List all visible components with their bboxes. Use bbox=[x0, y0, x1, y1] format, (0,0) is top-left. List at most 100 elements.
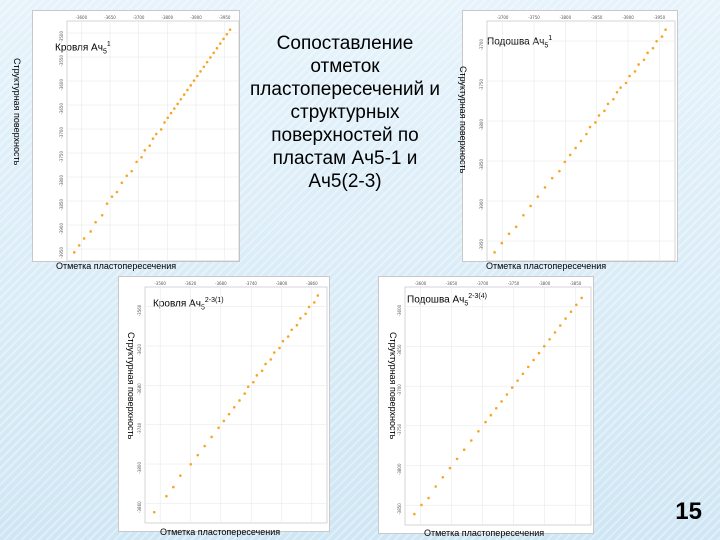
data-point bbox=[484, 420, 487, 424]
y-axis-label: Структурная поверхность bbox=[12, 58, 22, 166]
data-point bbox=[413, 512, 416, 516]
data-point bbox=[272, 351, 276, 354]
x-tick-label: -3850 bbox=[591, 15, 603, 20]
x-tick-label: -3680 bbox=[215, 281, 227, 286]
plot-frame bbox=[144, 286, 328, 524]
data-point bbox=[543, 186, 547, 189]
data-point bbox=[173, 107, 176, 110]
data-point bbox=[94, 220, 97, 224]
chart-title: Подошва Ач52-3(4) bbox=[407, 293, 487, 308]
data-point bbox=[125, 174, 129, 178]
data-point bbox=[427, 496, 430, 500]
data-point bbox=[516, 379, 519, 382]
data-point bbox=[176, 102, 179, 106]
data-point bbox=[521, 372, 525, 376]
x-tick-label: -3900 bbox=[190, 15, 202, 20]
x-tick-label: -3740 bbox=[245, 281, 257, 286]
y-tick-label: -3850 bbox=[479, 159, 484, 171]
y-tick-label: -3850 bbox=[59, 199, 64, 211]
data-point bbox=[462, 448, 466, 451]
x-tick-label: -3700 bbox=[477, 281, 489, 286]
data-point bbox=[585, 132, 588, 136]
data-point bbox=[295, 323, 299, 327]
data-point bbox=[307, 305, 311, 309]
x-tick-label: -3800 bbox=[560, 15, 572, 20]
data-point bbox=[264, 362, 267, 366]
data-point bbox=[120, 181, 124, 185]
data-point bbox=[215, 46, 219, 50]
y-tick-label: -3680 bbox=[137, 383, 142, 395]
data-point bbox=[202, 65, 206, 69]
data-point bbox=[143, 148, 147, 152]
page-number: 15 bbox=[675, 498, 702, 525]
x-tick-label: -3850 bbox=[570, 281, 582, 286]
data-point bbox=[290, 328, 293, 332]
data-point bbox=[603, 109, 606, 113]
data-point bbox=[633, 70, 637, 73]
data-point bbox=[526, 365, 530, 369]
data-point bbox=[655, 39, 658, 43]
data-point bbox=[179, 474, 182, 477]
data-point bbox=[568, 153, 572, 157]
data-point bbox=[441, 476, 445, 479]
x-tick-label: -3750 bbox=[528, 15, 540, 20]
data-point bbox=[210, 435, 213, 439]
data-point bbox=[580, 296, 583, 300]
data-point bbox=[186, 88, 189, 92]
data-point bbox=[166, 116, 170, 120]
y-tick-label: -3700 bbox=[397, 384, 402, 396]
data-point bbox=[304, 312, 307, 316]
data-point bbox=[612, 97, 615, 101]
data-point bbox=[628, 74, 631, 78]
y-tick-label: -3950 bbox=[479, 239, 484, 251]
data-point bbox=[89, 230, 92, 233]
y-tick-label: -3900 bbox=[479, 199, 484, 211]
data-point bbox=[532, 358, 535, 362]
data-point bbox=[110, 195, 114, 198]
data-point bbox=[642, 58, 646, 62]
x-axis-label: Отметка пластопересечения bbox=[486, 261, 607, 271]
x-axis-label: Отметка пластопересечения bbox=[160, 527, 281, 537]
data-point bbox=[172, 485, 175, 489]
data-point bbox=[225, 32, 229, 36]
data-point bbox=[619, 86, 622, 89]
data-point bbox=[313, 301, 316, 304]
y-tick-label: -3560 bbox=[137, 304, 142, 316]
data-point bbox=[420, 503, 423, 507]
data-point bbox=[228, 28, 232, 31]
x-tick-label: -3600 bbox=[415, 281, 427, 286]
y-tick-label: -3750 bbox=[397, 423, 402, 435]
y-tick-label: -3740 bbox=[137, 422, 142, 434]
data-point bbox=[637, 63, 640, 66]
data-point bbox=[252, 380, 255, 384]
chart-title: Кровля Ач51 bbox=[55, 41, 111, 56]
y-tick-label: -3700 bbox=[59, 127, 64, 139]
data-point bbox=[559, 324, 562, 327]
y-axis-label: Структурная поверхность bbox=[388, 332, 398, 440]
data-point bbox=[209, 56, 212, 59]
plot-frame bbox=[66, 20, 240, 262]
data-point bbox=[148, 144, 152, 147]
plot-frame bbox=[486, 20, 676, 262]
data-point bbox=[493, 251, 496, 254]
data-point bbox=[500, 400, 503, 403]
data-point bbox=[646, 51, 649, 55]
y-tick-label: -3850 bbox=[397, 503, 402, 515]
data-point bbox=[579, 139, 583, 143]
data-point bbox=[152, 510, 156, 514]
chart-panel-top-right: Подошва Ач51 -3700 -3750 -3800 -3850 -3900 -3… bbox=[462, 10, 678, 262]
y-tick-label: -3800 bbox=[479, 119, 484, 131]
data-point bbox=[563, 160, 567, 164]
slide-title: Сопоставление отметок пластопересечений … bbox=[250, 33, 440, 192]
data-point bbox=[660, 35, 664, 38]
data-point bbox=[316, 294, 320, 297]
data-point bbox=[505, 393, 509, 396]
chart-panel-bottom-right: Подошва Ач52-3(4) -3600 -3650 -3700 -3750 -3… bbox=[378, 276, 594, 534]
x-tick-label: -3620 bbox=[185, 281, 197, 286]
data-point bbox=[537, 351, 541, 355]
x-tick-label: -3860 bbox=[306, 281, 318, 286]
data-point bbox=[159, 128, 163, 131]
data-point bbox=[227, 412, 231, 416]
data-point bbox=[510, 386, 514, 389]
x-tick-label: -3750 bbox=[508, 281, 520, 286]
